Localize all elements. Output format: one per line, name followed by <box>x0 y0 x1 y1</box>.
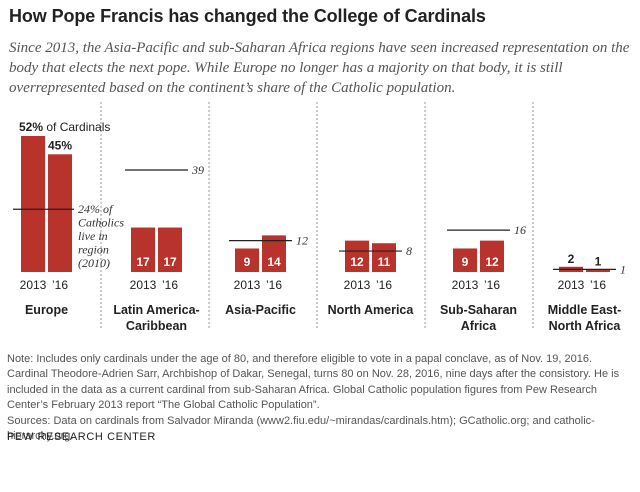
note-text: Note: Includes only cardinals under the … <box>7 353 620 411</box>
bar-value-label: 2 <box>568 252 575 266</box>
bar-value-label: 52% of Cardinals <box>19 120 110 134</box>
bar <box>158 227 182 272</box>
catholic-share-annotation: 24% of <box>78 202 114 216</box>
bar-value-label: 17 <box>163 255 177 269</box>
year-tick-label: ’16 <box>590 278 606 292</box>
region-label: Europe <box>25 303 68 317</box>
bar <box>131 227 155 272</box>
bar <box>586 269 610 272</box>
chart-title: How Pope Francis has changed the College… <box>9 6 486 26</box>
region-label: Latin America- <box>113 303 199 317</box>
catholic-share-annotation: Catholics <box>78 216 124 230</box>
bar-value-label: 17 <box>136 255 150 269</box>
bar-value-label: 14 <box>267 255 281 269</box>
catholic-share-annotation: 39 <box>191 163 204 177</box>
year-tick-label: ’16 <box>266 278 282 292</box>
bar <box>453 248 477 272</box>
year-tick-label: 2013 <box>234 278 261 292</box>
footnotes: Note: Includes only cardinals under the … <box>7 352 635 445</box>
catholic-share-annotation: region <box>78 243 109 257</box>
year-tick-label: 2013 <box>452 278 479 292</box>
catholic-share-annotation: 16 <box>514 223 526 237</box>
catholic-share-annotation: live in <box>78 229 108 243</box>
year-tick-label: 2013 <box>344 278 371 292</box>
bar-value-label: 12 <box>350 255 364 269</box>
catholic-share-annotation: 12 <box>296 234 308 248</box>
bar-value-label: 11 <box>378 255 391 269</box>
bar-value-label: 9 <box>244 255 251 269</box>
bar <box>480 240 504 272</box>
catholic-share-annotation: 8 <box>406 244 412 258</box>
year-tick-label: ’16 <box>162 278 178 292</box>
year-tick-label: 2013 <box>558 278 585 292</box>
catholic-share-annotation: 1 <box>620 262 626 276</box>
bar-value-label: 9 <box>462 255 469 269</box>
bar-value-label: 1 <box>595 254 602 268</box>
region-label: North Africa <box>549 319 622 333</box>
bar-value-label: 12 <box>485 255 499 269</box>
region-label: North America <box>328 303 415 317</box>
bar <box>21 136 45 272</box>
year-tick-label: ’16 <box>376 278 392 292</box>
catholic-share-annotation: (2010) <box>78 256 110 270</box>
year-tick-label: ’16 <box>484 278 500 292</box>
region-label: Caribbean <box>126 319 187 333</box>
bar <box>345 240 369 272</box>
year-tick-label: 2013 <box>20 278 47 292</box>
pew-research-center-logo: PEW RESEARCH CENTER <box>7 431 156 443</box>
region-label: Sub-Saharan <box>440 303 517 317</box>
bar <box>48 154 72 272</box>
region-label: Middle East- <box>548 303 622 317</box>
chart-subtitle: Since 2013, the Asia-Pacific and sub-Sah… <box>9 40 630 96</box>
year-tick-label: 2013 <box>130 278 157 292</box>
region-label: Asia-Pacific <box>225 303 296 317</box>
bar <box>262 235 286 272</box>
bar <box>372 243 396 272</box>
year-tick-label: ’16 <box>52 278 68 292</box>
source-text: Sources: Data on cardinals from Salvador… <box>7 415 595 443</box>
bar-value-label: 45% <box>48 138 72 152</box>
region-label: Africa <box>461 319 497 333</box>
bar <box>235 248 259 272</box>
